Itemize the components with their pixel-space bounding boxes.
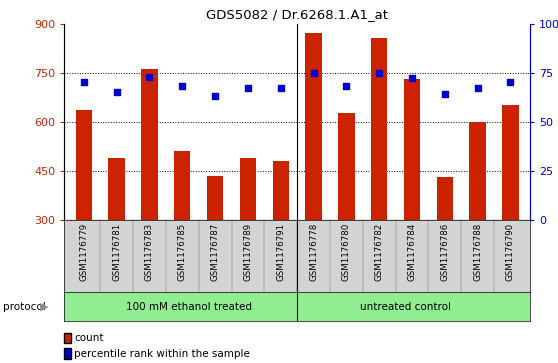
Text: percentile rank within the sample: percentile rank within the sample: [74, 348, 250, 359]
Text: ▶: ▶: [40, 302, 49, 312]
Point: [375, 70, 384, 76]
Text: count: count: [74, 333, 104, 343]
Text: GSM1176783: GSM1176783: [145, 223, 154, 281]
Point: [506, 79, 515, 85]
Bar: [76, 110, 92, 220]
Bar: [240, 158, 256, 220]
Text: GSM1176785: GSM1176785: [178, 223, 187, 281]
Point: [210, 93, 219, 99]
Bar: [436, 177, 453, 220]
Bar: [469, 122, 486, 220]
Bar: [174, 151, 190, 220]
Text: GSM1176787: GSM1176787: [210, 223, 220, 281]
Text: GSM1176779: GSM1176779: [79, 223, 88, 281]
Bar: [141, 69, 158, 220]
Text: GSM1176788: GSM1176788: [473, 223, 482, 281]
Bar: [502, 105, 518, 220]
Text: GSM1176780: GSM1176780: [342, 223, 351, 281]
Point: [440, 91, 449, 97]
Bar: [272, 161, 289, 220]
Text: GSM1176782: GSM1176782: [374, 223, 384, 281]
Bar: [371, 38, 387, 220]
Point: [309, 70, 318, 76]
Point: [112, 89, 121, 95]
Bar: [108, 158, 125, 220]
Text: untreated control: untreated control: [360, 302, 451, 312]
Text: GSM1176790: GSM1176790: [506, 223, 515, 281]
Point: [473, 85, 482, 91]
Text: GSM1176791: GSM1176791: [276, 223, 285, 281]
Bar: [404, 79, 420, 220]
Title: GDS5082 / Dr.6268.1.A1_at: GDS5082 / Dr.6268.1.A1_at: [206, 8, 388, 21]
Text: GSM1176784: GSM1176784: [407, 223, 416, 281]
Text: GSM1176781: GSM1176781: [112, 223, 121, 281]
Bar: [207, 175, 223, 220]
Text: protocol: protocol: [3, 302, 46, 312]
Text: GSM1176778: GSM1176778: [309, 223, 318, 281]
Bar: [305, 33, 322, 220]
Point: [407, 76, 416, 81]
Point: [342, 83, 351, 89]
Text: GSM1176786: GSM1176786: [440, 223, 449, 281]
Point: [178, 83, 187, 89]
Bar: [338, 113, 354, 220]
Point: [79, 79, 88, 85]
Text: GSM1176789: GSM1176789: [243, 223, 252, 281]
Point: [276, 85, 285, 91]
Point: [243, 85, 252, 91]
Point: [145, 74, 154, 79]
Text: 100 mM ethanol treated: 100 mM ethanol treated: [126, 302, 252, 312]
